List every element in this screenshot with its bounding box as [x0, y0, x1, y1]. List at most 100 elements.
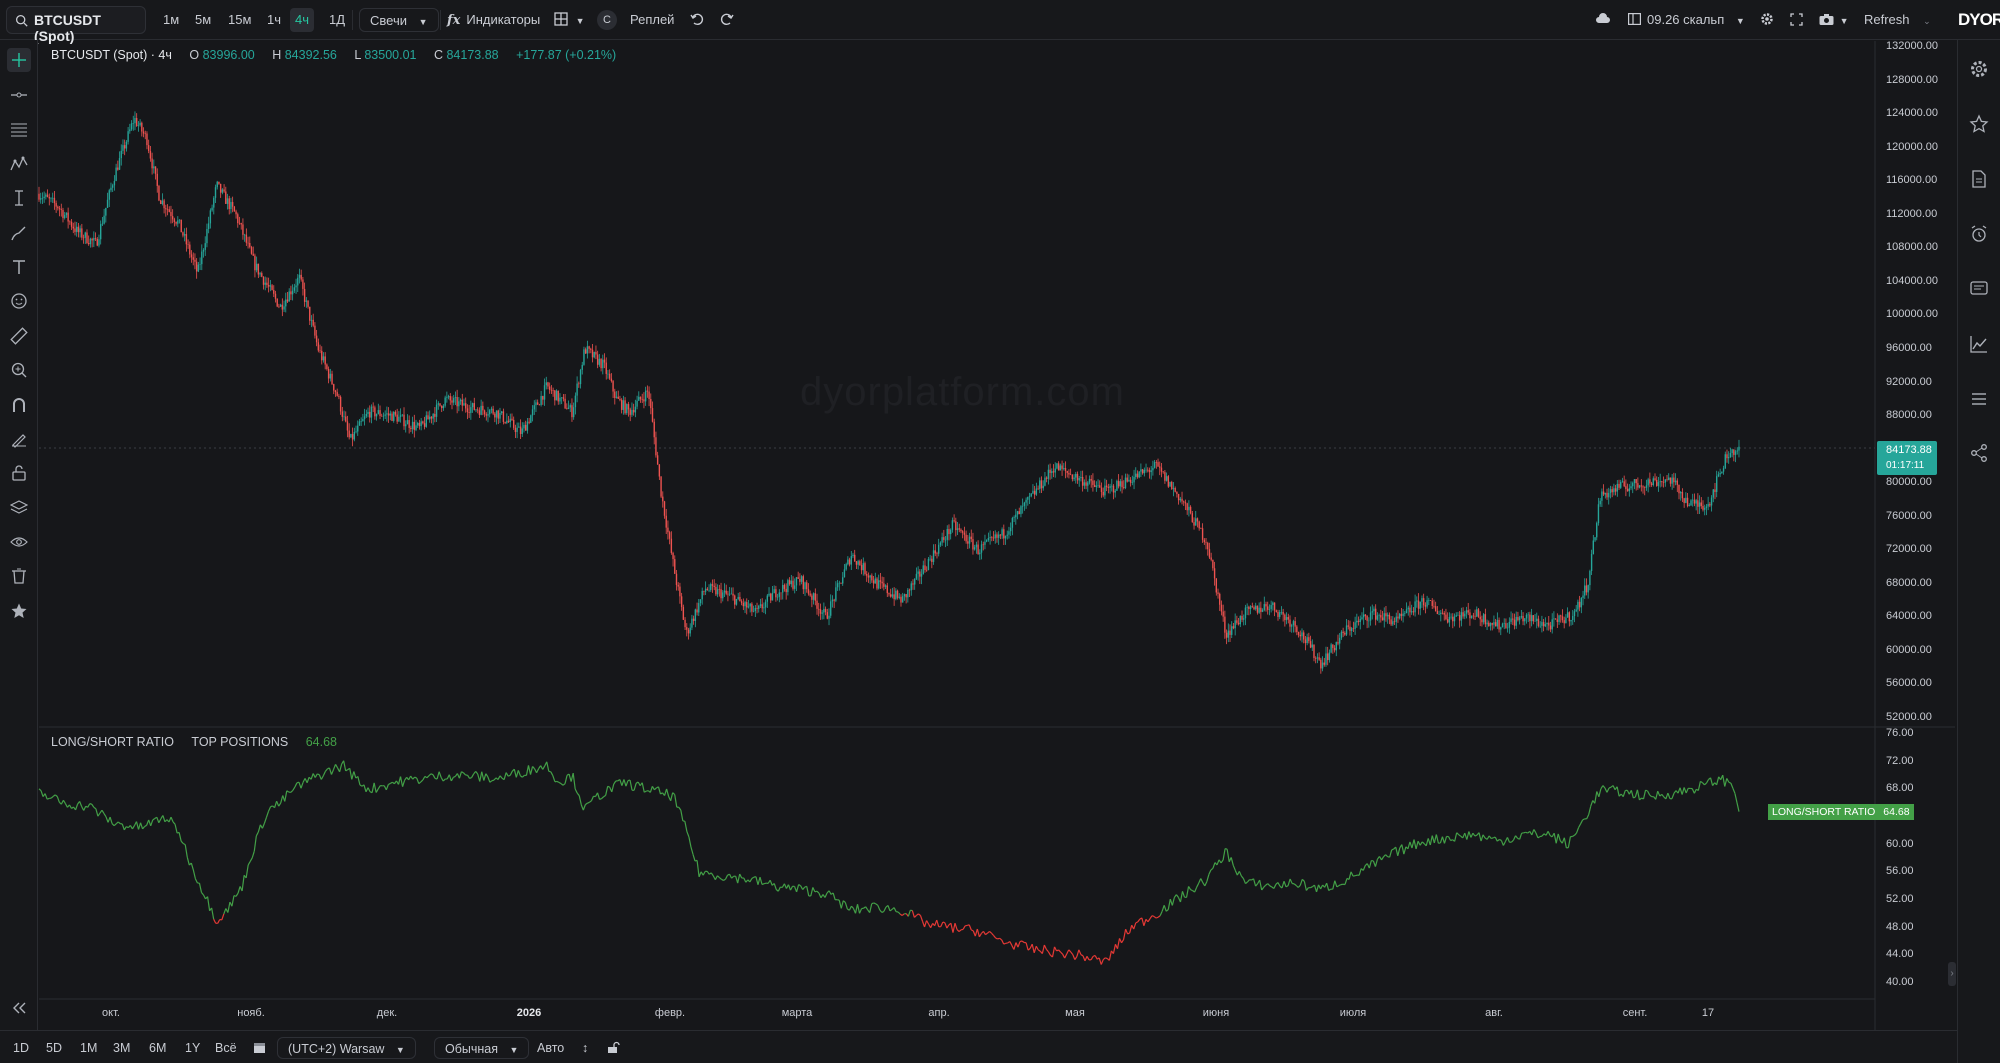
goto-date-button[interactable]: [253, 1037, 266, 1059]
replay-button[interactable]: Реплей: [630, 12, 675, 27]
candle-body: [204, 243, 206, 250]
ruler-tool[interactable]: [7, 324, 31, 348]
layout-grid-button[interactable]: ▼: [554, 8, 585, 32]
scale-mode-dropdown[interactable]: Обычная ▼: [434, 1037, 530, 1059]
order-book-button[interactable]: [1969, 389, 1991, 411]
delete-tool[interactable]: [7, 564, 31, 588]
ratio-segment: [479, 771, 483, 782]
candle-body: [1386, 614, 1389, 617]
redo-button[interactable]: [720, 8, 734, 32]
time-tick-label: апр.: [928, 1007, 950, 1019]
alerts-button[interactable]: [1969, 224, 1991, 246]
analytics-button[interactable]: [1969, 334, 1991, 356]
candle-body: [653, 421, 655, 438]
scroll-right-handle[interactable]: ›: [1948, 962, 1956, 986]
candle-body: [514, 427, 517, 433]
ratio-segment: [221, 913, 225, 921]
interval-1d[interactable]: 1Д: [329, 12, 346, 27]
candle-body: [1464, 613, 1466, 617]
range-1y[interactable]: 1Y: [185, 1041, 201, 1055]
crosshair-tool[interactable]: [7, 48, 31, 72]
candle-body: [1215, 578, 1218, 593]
range-1m[interactable]: 1M: [80, 1041, 98, 1055]
ratio-segment: [1600, 785, 1604, 790]
candle-body: [1731, 449, 1733, 454]
refresh-button[interactable]: Refresh ⌄: [1864, 8, 1931, 32]
fib-tool[interactable]: [7, 117, 31, 141]
compare-button[interactable]: С: [597, 10, 617, 30]
interval-1m[interactable]: 1м: [163, 12, 180, 27]
watchlist-button[interactable]: [1969, 114, 1991, 136]
candle-body: [610, 378, 613, 382]
ratio-segment: [1259, 879, 1263, 891]
candle-body: [686, 627, 688, 630]
range-6m[interactable]: 6M: [149, 1041, 167, 1055]
cloud-save-button[interactable]: [1595, 8, 1611, 32]
emoji-tool[interactable]: [7, 289, 31, 313]
magnet-tool[interactable]: [7, 393, 31, 417]
range-5d[interactable]: 5D: [46, 1041, 62, 1055]
range-all[interactable]: Всё: [215, 1041, 237, 1055]
snapshot-button[interactable]: ▼: [1819, 8, 1849, 32]
fullscreen-button[interactable]: [1790, 8, 1803, 32]
collapse-toolbar-button[interactable]: [7, 996, 31, 1020]
zoom-tool[interactable]: [7, 358, 31, 382]
layers-tool[interactable]: [7, 496, 31, 520]
settings-panel-button[interactable]: [1969, 59, 1991, 81]
range-3m[interactable]: 3M: [113, 1041, 131, 1055]
notes-button[interactable]: [1969, 169, 1991, 191]
interval-5m[interactable]: 5м: [195, 12, 212, 27]
candle-body: [1282, 612, 1284, 615]
timezone-dropdown[interactable]: (UTC+2) Warsaw ▼: [277, 1037, 416, 1059]
brush-tool[interactable]: [7, 221, 31, 245]
interval-4h[interactable]: 4ч: [290, 8, 315, 32]
candle-body: [194, 259, 196, 262]
draw-mode-tool[interactable]: [7, 427, 31, 451]
interval-15m[interactable]: 15м: [228, 12, 252, 27]
ratio-segment: [721, 878, 724, 881]
ratio-segment: [424, 775, 428, 779]
projection-tool[interactable]: [7, 186, 31, 210]
candle-body: [1303, 632, 1305, 640]
candle-body: [99, 224, 102, 240]
candle-body: [1164, 472, 1166, 481]
candle-body: [1597, 504, 1600, 524]
scale-toggle-button[interactable]: ↕: [582, 1037, 588, 1059]
visibility-tool[interactable]: [7, 530, 31, 554]
candlestick-series: [38, 111, 1740, 674]
pattern-tool[interactable]: [7, 152, 31, 176]
interval-1h[interactable]: 1ч: [267, 12, 282, 27]
layout-selector[interactable]: 09.26 скальп ▼: [1628, 8, 1745, 32]
trend-line-tool[interactable]: [7, 83, 31, 107]
candle-body: [125, 141, 128, 149]
undo-button[interactable]: [690, 8, 704, 32]
settings-button[interactable]: [1760, 8, 1774, 32]
candle-body: [483, 410, 486, 415]
chart-style-dropdown[interactable]: Свечи ▼: [359, 8, 439, 32]
candle-body: [636, 400, 638, 407]
lock-tool[interactable]: [7, 461, 31, 485]
candle-body: [965, 534, 967, 542]
ratio-segment: [109, 816, 113, 824]
candle-body: [38, 193, 40, 200]
favorites-tool[interactable]: [7, 599, 31, 623]
indicators-button[interactable]: fx Индикаторы: [447, 8, 540, 32]
candle-body: [1592, 540, 1595, 555]
chat-button[interactable]: [1969, 279, 1991, 301]
text-tool[interactable]: [7, 255, 31, 279]
range-1d[interactable]: 1D: [13, 1041, 29, 1055]
candle-body: [226, 198, 229, 204]
candle-body: [1260, 607, 1262, 612]
symbol-search[interactable]: BTCUSDT (Spot): [6, 6, 146, 44]
ratio-segment: [1466, 831, 1470, 840]
ratio-segment: [560, 783, 564, 786]
share-button[interactable]: [1969, 443, 1991, 465]
auto-scale-button[interactable]: Авто: [537, 1041, 565, 1055]
candle-body: [672, 552, 674, 560]
candle-body: [816, 600, 818, 609]
candle-body: [1585, 585, 1588, 593]
ratio-segment: [1053, 946, 1058, 952]
ratio-segment: [1159, 910, 1163, 917]
lock-scale-button[interactable]: [607, 1037, 620, 1059]
